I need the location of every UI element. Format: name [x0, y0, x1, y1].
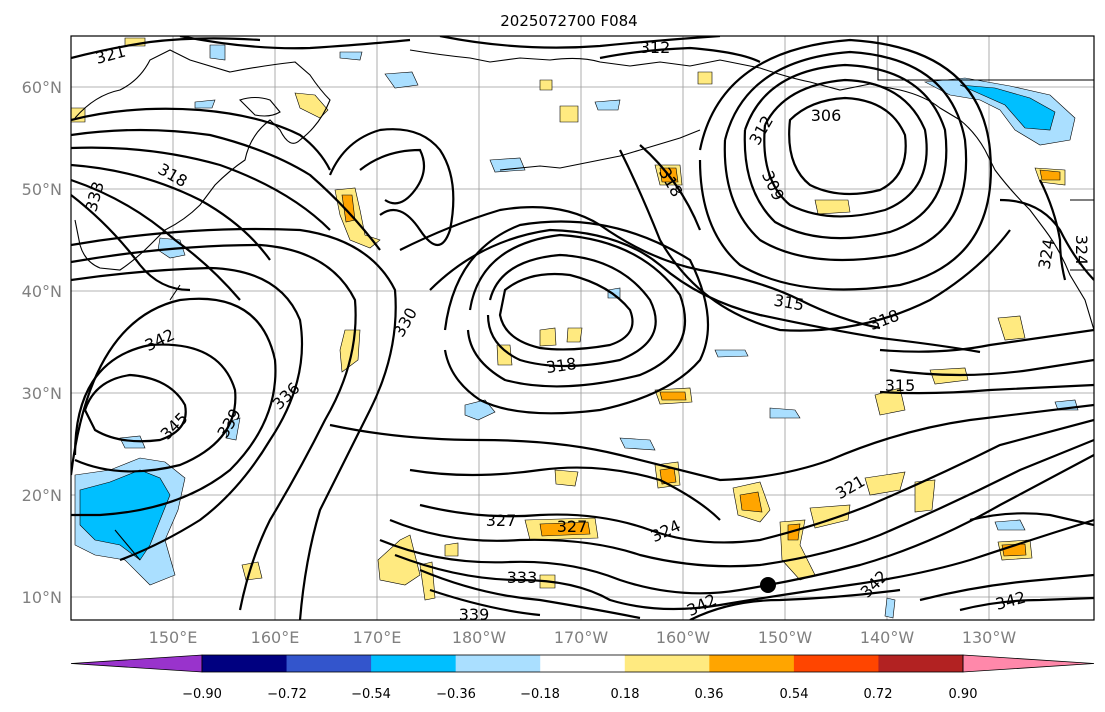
lon-label: 160°W [656, 628, 711, 647]
lon-label: 160°E [251, 628, 300, 647]
colorbar-tick-label: −0.18 [520, 687, 560, 702]
colorbar-extend-left [70, 654, 203, 673]
lon-label: 150°W [758, 628, 813, 647]
lon-label: 140°W [860, 628, 915, 647]
lat-label: 30°N [22, 384, 62, 403]
longitude-labels: 150°E 160°E 170°E 180°W 170°W 160°W 150°… [149, 628, 1017, 647]
colorbar [70, 654, 1095, 673]
colorbar-tick-label: 0.72 [864, 687, 893, 702]
latitude-labels: 60°N 50°N 40°N 30°N 20°N 10°N [22, 78, 62, 607]
storm-marker [760, 577, 776, 593]
contour-label: 327 [557, 517, 588, 536]
contour-label: 339 [459, 605, 490, 624]
colorbar-segment [286, 655, 372, 672]
lat-label: 20°N [22, 486, 62, 505]
colorbar-extend-right [962, 654, 1095, 673]
lat-label: 10°N [22, 588, 62, 607]
contour-label: 324 [1072, 235, 1091, 266]
lat-label: 60°N [22, 78, 62, 97]
lon-label: 170°W [554, 628, 609, 647]
contour-label: 318 [545, 354, 578, 377]
lon-label: 150°E [149, 628, 198, 647]
contour-label: 327 [486, 511, 517, 530]
coastlines [74, 36, 1094, 561]
lon-label: 170°E [353, 628, 402, 647]
lon-label: 130°W [962, 628, 1017, 647]
colorbar-segment [371, 655, 457, 672]
colorbar-segment [624, 655, 710, 672]
colorbar-segment [709, 655, 795, 672]
colorbar-segment [878, 655, 964, 672]
colorbar-segment [540, 655, 626, 672]
map-frame [70, 35, 1095, 621]
colorbar-tick-label: −0.54 [351, 687, 391, 702]
contour-label: 333 [507, 568, 538, 587]
colorbar-tick-label: −0.36 [436, 687, 476, 702]
colorbar-segment [793, 655, 879, 672]
contour-label: 306 [811, 106, 842, 125]
height-contours [71, 36, 1094, 620]
lat-label: 50°N [22, 180, 62, 199]
colorbar-segment [202, 655, 288, 672]
colorbar-segment [455, 655, 541, 672]
lat-label: 40°N [22, 282, 62, 301]
figure-title: 2025072700 F084 [500, 12, 637, 30]
colorbar-tick-labels: −0.90 −0.72 −0.54 −0.36 −0.18 0.18 0.36 … [182, 687, 977, 702]
colorbar-border [201, 654, 964, 673]
colorbar-tick-label: −0.72 [267, 687, 307, 702]
contour-label: 315 [885, 376, 916, 395]
colorbar-tick-label: 0.18 [611, 687, 640, 702]
lon-label: 180°W [452, 628, 507, 647]
contour-label: 312 [640, 38, 671, 57]
colorbar-tick-label: 0.36 [695, 687, 724, 702]
colorbar-tick-label: −0.90 [182, 687, 222, 702]
colorbar-tick-label: 0.54 [780, 687, 809, 702]
colorbar-tick-label: 0.90 [949, 687, 978, 702]
